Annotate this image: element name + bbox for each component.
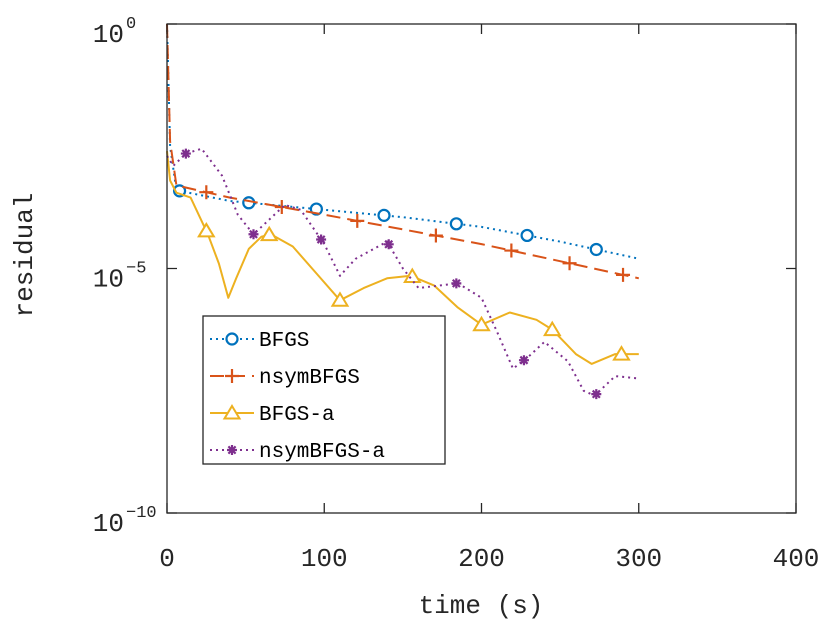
series-bfgs xyxy=(166,23,640,260)
marker-bfgs-a-3 xyxy=(403,267,422,283)
marker-nsymbfgs-a-4 xyxy=(451,278,462,289)
x-tick-label-1: 100 xyxy=(301,544,348,574)
legend-label-nsymbfgs-a: nsymBFGS-a xyxy=(259,441,385,464)
marker-bfgs-3 xyxy=(377,208,391,222)
marker-nsymbfgs-a-5 xyxy=(518,355,529,366)
legend-marker-nsymbfgs-a xyxy=(227,445,237,455)
series-nsymbfgs xyxy=(166,23,640,282)
x-axis-title: time (s) xyxy=(419,591,544,621)
x-tick-label-2: 200 xyxy=(458,544,505,574)
marker-bfgs-5 xyxy=(520,228,534,243)
marker-bfgs-a-6 xyxy=(612,345,631,361)
marker-nsymbfgs-4 xyxy=(504,243,519,258)
legend-label-nsymbfgs: nsymBFGS xyxy=(259,367,360,390)
series-layer xyxy=(166,23,640,400)
x-tick-label-0: 0 xyxy=(159,544,175,574)
marker-bfgs-a-2 xyxy=(330,291,350,307)
legend-item-bfgs-a: BFGS-a xyxy=(210,404,335,427)
legend-item-nsymbfgs: nsymBFGS xyxy=(210,367,360,390)
series-nsymbfgs-a xyxy=(166,147,639,400)
series-line-nsymbfgs xyxy=(166,23,640,280)
y-tick-label-0: 10 0 xyxy=(93,15,136,50)
y-tick-base-2: 10 xyxy=(93,509,124,539)
y-axis-title: residual xyxy=(10,193,40,318)
legend-item-bfgs: BFGS xyxy=(210,330,309,353)
x-tick-label-4: 400 xyxy=(773,544,820,574)
x-tick-label-3: 300 xyxy=(615,544,662,574)
legend-label-bfgs: BFGS xyxy=(259,330,309,353)
y-tick-exponent-2: −10 xyxy=(126,504,157,523)
marker-bfgs-1 xyxy=(242,196,256,210)
legend-item-nsymbfgs-a: nsymBFGS-a xyxy=(210,441,385,464)
legend-marker-bfgs-a xyxy=(222,404,242,420)
marker-nsymbfgs-2 xyxy=(350,213,365,228)
y-tick-base-1: 10 xyxy=(93,265,124,295)
marker-nsymbfgs-a-6 xyxy=(591,389,602,400)
marker-nsymbfgs-a-3 xyxy=(383,239,394,250)
series-line-bfgs xyxy=(166,23,640,260)
legend-marker-bfgs xyxy=(225,332,239,346)
y-tick-exponent-0: 0 xyxy=(126,15,136,34)
series-bfgs-a xyxy=(166,150,639,365)
marker-bfgs-a-4 xyxy=(472,315,491,332)
y-tick-base-0: 10 xyxy=(93,20,124,50)
y-tick-exponent-1: −5 xyxy=(126,260,146,279)
legend-label-bfgs-a: BFGS-a xyxy=(259,404,335,427)
marker-bfgs-6 xyxy=(589,242,603,257)
marker-bfgs-a-1 xyxy=(259,225,279,242)
marker-nsymbfgs-3 xyxy=(428,228,443,243)
legend: BFGS nsymBFGS BFGS-a nsymBFGS-a xyxy=(202,315,446,465)
marker-nsymbfgs-6 xyxy=(616,267,631,282)
marker-nsymbfgs-a-1 xyxy=(248,229,259,240)
y-tick-label-1: 10 −5 xyxy=(93,260,147,295)
legend-marker-nsymbfgs xyxy=(225,369,239,383)
y-tick-label-2: 10 −10 xyxy=(93,504,157,539)
marker-bfgs-a-0 xyxy=(197,221,216,238)
marker-bfgs-4 xyxy=(449,217,463,231)
legend-box xyxy=(202,315,446,465)
marker-bfgs-a-5 xyxy=(542,320,562,337)
marker-nsymbfgs-1 xyxy=(274,200,289,215)
marker-nsymbfgs-5 xyxy=(562,256,577,271)
marker-nsymbfgs-a-2 xyxy=(316,234,327,245)
marker-nsymbfgs-0 xyxy=(199,185,214,200)
marker-nsymbfgs-a-0 xyxy=(180,148,191,159)
